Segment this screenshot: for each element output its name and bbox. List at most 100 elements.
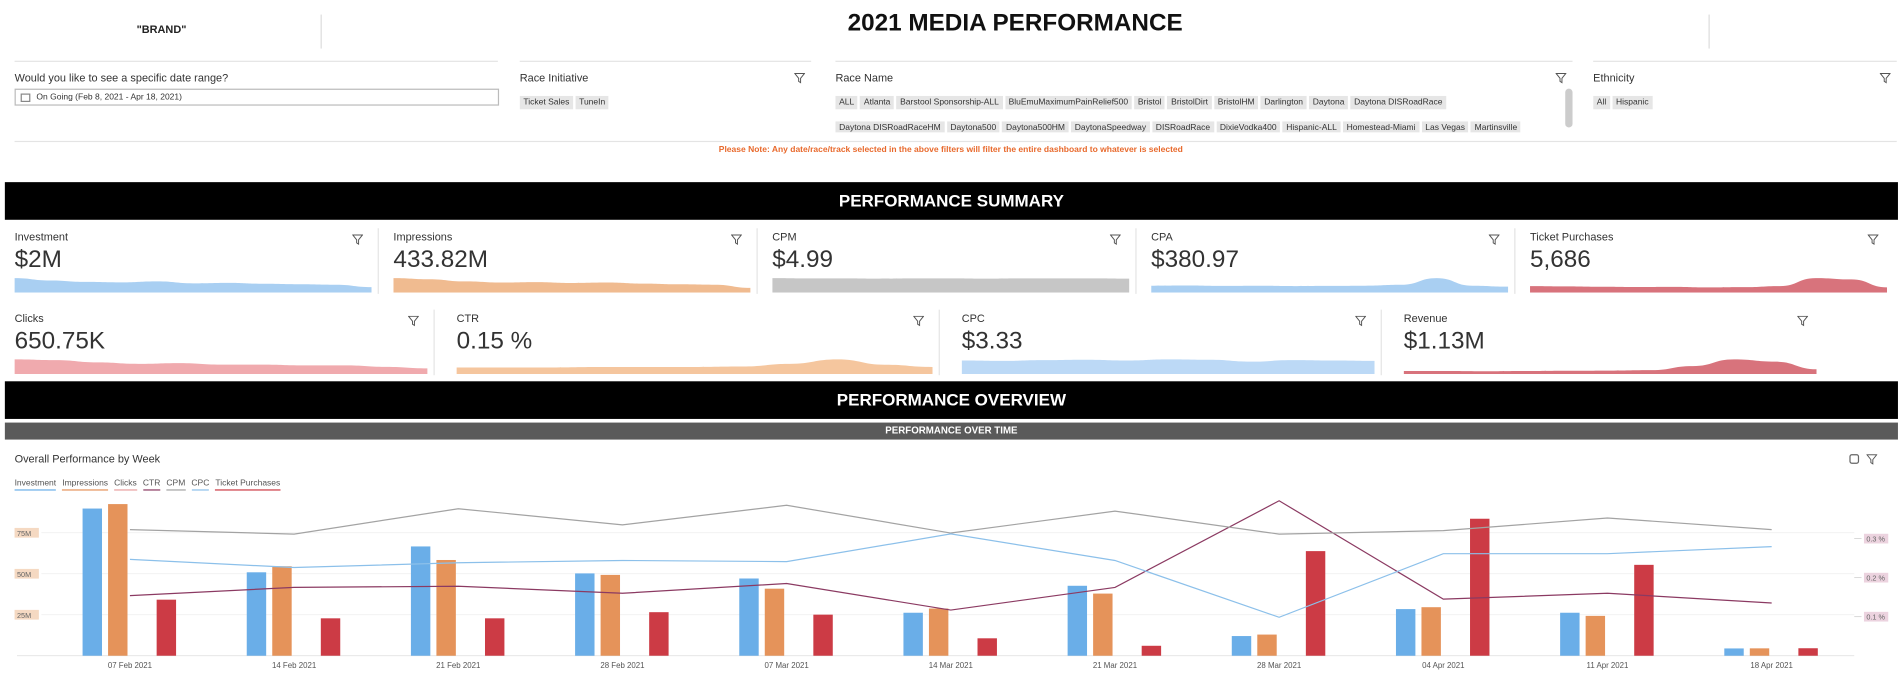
filter-icon-shape [408, 315, 419, 327]
x-tick-label: 28 Mar 2021 [1257, 661, 1301, 670]
bar [1421, 607, 1441, 656]
filter-icon[interactable] [1109, 234, 1121, 245]
legend-item[interactable]: CPC [191, 480, 210, 491]
filter-icon[interactable] [1555, 72, 1567, 84]
sparkline [1151, 278, 1509, 293]
kpi-name: Revenue [1403, 312, 1448, 325]
legend-item[interactable]: Ticket Purchases [215, 480, 281, 491]
filter-chip[interactable]: BristolDirt [1167, 95, 1212, 110]
filter-chip[interactable]: Bristol [1134, 95, 1166, 110]
filter-chip[interactable]: Las Vegas [1421, 121, 1469, 133]
filter-chip[interactable]: All [1593, 95, 1610, 110]
filter-icon[interactable] [408, 315, 419, 327]
tick-label-bg [1863, 611, 1889, 622]
filter-chip[interactable]: Ticket Sales [519, 95, 573, 110]
filter-label: Race Name [835, 71, 894, 84]
chart: 25M 50M 75M 0.1 % 0.2 % 0.3 % 07 Feb 2021 14 Fe… [14, 500, 1889, 670]
x-tick-label: 14 Feb 2021 [272, 661, 316, 670]
filter-icon-shape [1867, 234, 1879, 245]
filter-icon[interactable] [1879, 72, 1891, 84]
kpi-card: Ticket Purchases 5,686 [1530, 228, 1894, 294]
filter-icon[interactable] [1355, 315, 1367, 327]
sparkline [961, 359, 1375, 375]
kpi-name: CPC [961, 312, 985, 325]
legend-item[interactable]: Clicks [114, 480, 137, 491]
filter-icon[interactable] [352, 234, 364, 245]
legend-item[interactable]: CTR [142, 480, 161, 491]
filter-chip[interactable]: Martinsville [1471, 121, 1521, 133]
filter-label: Would you like to see a specific date ra… [14, 71, 229, 84]
filter-chip[interactable]: Barstool Sponsorship-ALL [896, 95, 1003, 110]
filter-chip[interactable]: Darlington [1260, 95, 1307, 110]
filter-icon[interactable] [1488, 234, 1500, 245]
x-tick-label: 11 Apr 2021 [1587, 661, 1629, 670]
filter-note: Please Note: Any date/race/track selecte… [718, 145, 1183, 155]
bar [1749, 648, 1770, 656]
filter-icon[interactable] [1866, 454, 1878, 465]
x-tick-label: 28 Feb 2021 [600, 661, 644, 670]
section-header: PERFORMANCE SUMMARY [4, 182, 1898, 220]
filter-chip[interactable]: Atlanta [860, 95, 895, 110]
line [129, 533, 1772, 618]
filter-chip[interactable]: Daytona DISRoadRaceHM [835, 121, 945, 133]
y2-tick-label: 0.2 % [1866, 574, 1885, 583]
bar [1257, 634, 1277, 656]
kpi-name: Impressions [393, 230, 453, 243]
bar [1634, 564, 1654, 656]
date-input[interactable]: On Going (Feb 8, 2021 - Apr 18, 2021) [14, 88, 500, 106]
sparkline-area [1403, 359, 1817, 375]
filter-chip[interactable]: DaytonaSpeedway [1071, 121, 1150, 133]
sparkline [772, 278, 1130, 293]
kpi-name: Clicks [14, 312, 44, 325]
filter-icon[interactable] [1867, 234, 1879, 245]
kpi-card: CPA $380.97 [1151, 228, 1516, 294]
kpi-value: $1.13M [1403, 327, 1485, 355]
kpi-name: CTR [456, 312, 480, 325]
filter-chip[interactable]: Daytona500HM [1002, 121, 1069, 133]
bar [410, 546, 431, 656]
filter-icon[interactable] [794, 72, 806, 84]
bar [108, 504, 128, 656]
bar [977, 638, 997, 656]
legend-item[interactable]: Impressions [62, 480, 109, 491]
sparkline-area [14, 278, 372, 293]
bar [575, 573, 595, 656]
sparkline [393, 278, 751, 293]
filter-icon-shape [913, 315, 925, 327]
rule [14, 140, 1897, 143]
filter-chip[interactable]: BluEmuMaximumPainRelief500 [1004, 95, 1132, 110]
kpi-card: Investment $2M [14, 228, 379, 294]
filter-chip[interactable]: ALL [835, 95, 858, 110]
filter-icon[interactable] [1797, 315, 1809, 327]
bar [1141, 645, 1162, 656]
kpi-card: Revenue $1.13M [1403, 310, 1824, 376]
x-tick-label: 07 Mar 2021 [765, 661, 809, 670]
legend: Investment Impressions Clicks CTR CPM CPC Tick… [14, 470, 287, 491]
filter-chip[interactable]: TuneIn [575, 95, 609, 110]
filter-chip[interactable]: BristolHM [1214, 95, 1259, 110]
legend-item[interactable]: Investment [14, 480, 57, 491]
filter-chip[interactable]: Daytona500 [946, 121, 1000, 133]
filter-icon[interactable] [913, 315, 925, 327]
kpi-value: 5,686 [1530, 246, 1591, 274]
filter-panel: Race Initiative Ticket Sales TuneIn [519, 60, 812, 134]
filter-icon-shape [1355, 315, 1367, 327]
kpi-value: 650.75K [14, 327, 106, 355]
filter-chip[interactable]: DISRoadRace [1152, 121, 1214, 133]
tick-label-bg [1863, 533, 1889, 544]
filter-chip[interactable]: Homestead-Miami [1342, 121, 1420, 133]
kpi-card: CPM $4.99 [772, 228, 1137, 294]
divider [320, 14, 322, 49]
filter-chip[interactable]: Hispanic-ALL [1282, 121, 1341, 133]
chart-title: Overall Performance by Week [14, 452, 161, 466]
filter-chip[interactable]: DixieVodka400 [1216, 121, 1281, 133]
tick-label-bg [14, 527, 39, 538]
filter-chip[interactable]: Hispanic [1612, 95, 1653, 110]
filter-icon[interactable] [731, 234, 742, 245]
legend-item[interactable]: CPM [166, 480, 186, 491]
filter-chip[interactable]: Daytona [1309, 95, 1349, 110]
brand: "BRAND" [136, 23, 187, 36]
filter-chip[interactable]: Daytona DISRoadRace [1350, 95, 1447, 110]
chart-icon [1849, 454, 1860, 464]
